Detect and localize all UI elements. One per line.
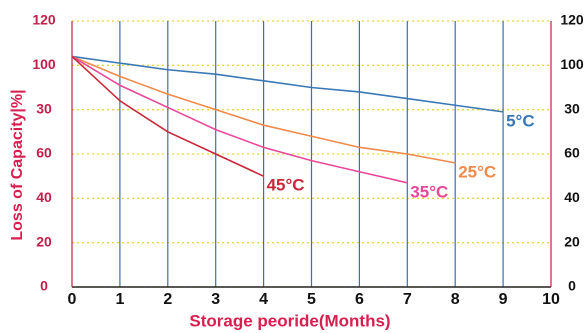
series-label: 45°C <box>267 176 305 195</box>
y-tick-label: 120 <box>32 12 56 28</box>
x-tick-label: 4 <box>259 291 268 308</box>
y2-tick-label: 30 <box>564 100 580 116</box>
series-line <box>71 55 264 177</box>
x-tick-label: 8 <box>451 291 460 308</box>
y2-tick-label: 120 <box>560 12 584 28</box>
x-tick-label: 0 <box>68 291 77 308</box>
series-label: 25°C <box>458 162 496 181</box>
series-label: 35°C <box>410 182 448 201</box>
y-tick-label: 100 <box>32 56 56 72</box>
x-tick-label: 1 <box>115 291 124 308</box>
y2-tick-label: 60 <box>564 145 580 161</box>
y-tick-label: 20 <box>36 233 52 249</box>
x-axis-label: Storage peoride(Months) <box>189 311 390 330</box>
x-tick-label: 10 <box>542 291 560 308</box>
y2-tick-label: 20 <box>564 233 580 249</box>
y2-tick-label: 0 <box>568 278 576 294</box>
y-tick-label: 0 <box>40 278 48 294</box>
y-axis-label: Loss of Capacity|%| <box>9 89 26 240</box>
x-tick-label: 3 <box>211 291 220 308</box>
x-tick-label: 7 <box>403 291 412 308</box>
series-label: 5°C <box>506 111 535 130</box>
y-tick-label: 60 <box>36 145 52 161</box>
x-tick-label: 5 <box>307 291 316 308</box>
series-line <box>71 55 456 164</box>
x-tick-label: 2 <box>163 291 172 308</box>
y-tick-label: 40 <box>36 189 52 205</box>
y2-tick-label: 100 <box>560 56 584 72</box>
y-tick-label: 30 <box>36 100 52 116</box>
series-line <box>71 55 504 113</box>
series-line <box>71 55 408 184</box>
y2-tick-label: 40 <box>564 189 580 205</box>
x-tick-label: 9 <box>499 291 508 308</box>
x-tick-label: 6 <box>355 291 364 308</box>
